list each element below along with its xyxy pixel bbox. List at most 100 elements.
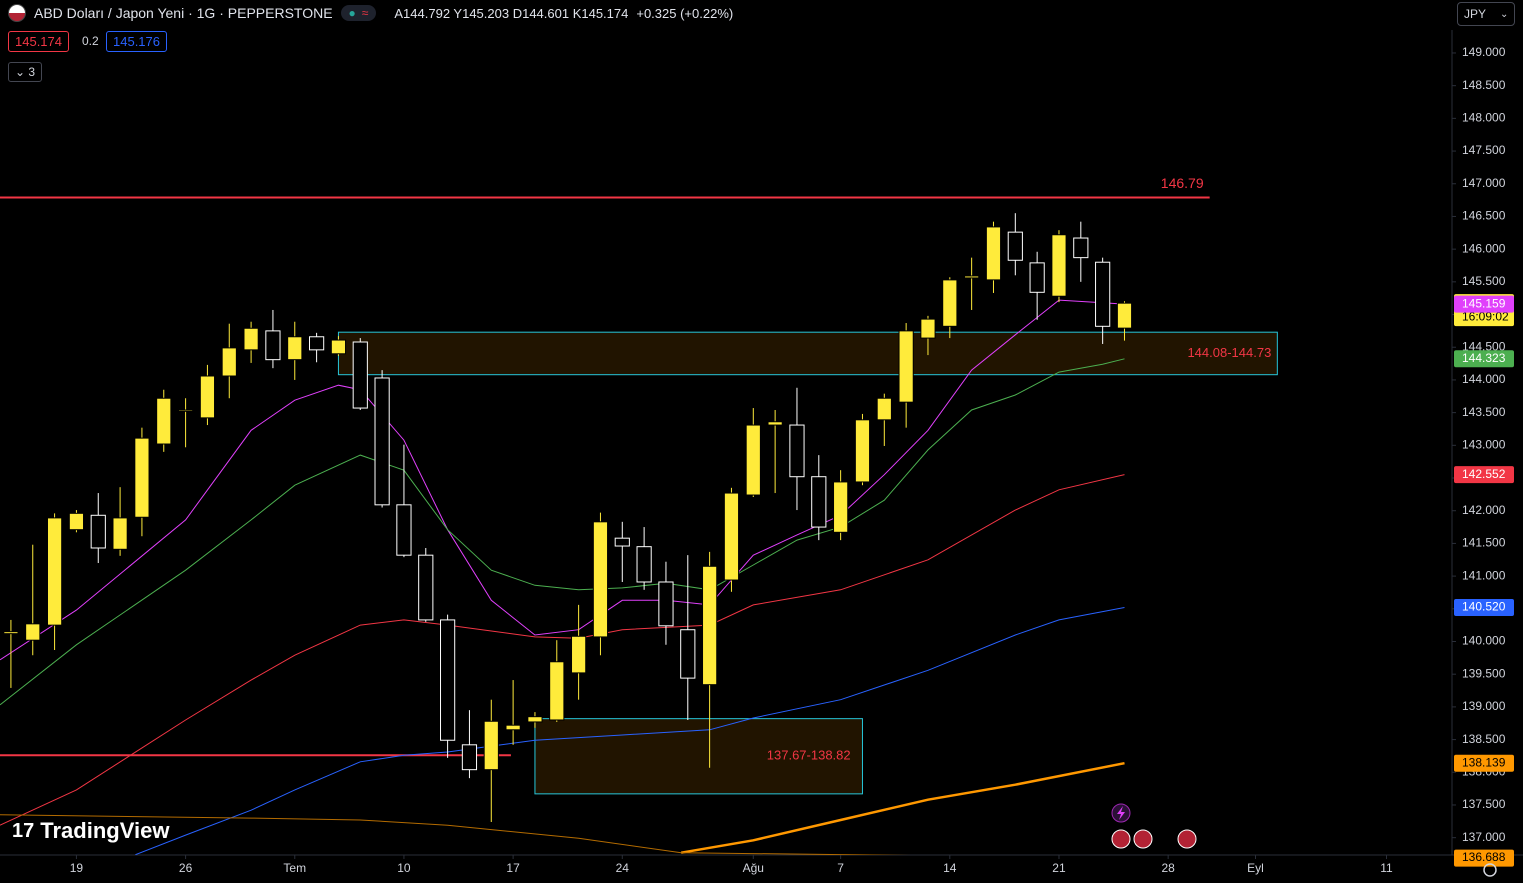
indicator-toggle[interactable]: ⌄ 3 xyxy=(8,62,43,82)
candle-body xyxy=(483,720,499,771)
symbol-flag xyxy=(8,4,26,22)
candle-body xyxy=(920,318,936,339)
x-tick-label: 19 xyxy=(70,861,84,875)
zone-label: 137.67-138.82 xyxy=(767,748,851,763)
candle-body xyxy=(592,521,609,638)
us-flag-icon[interactable] xyxy=(1111,829,1131,849)
candle-body xyxy=(440,619,456,741)
y-tick-label: 144.000 xyxy=(1462,372,1506,386)
y-tick-label: 149.000 xyxy=(1462,45,1506,59)
candle-body xyxy=(177,409,194,412)
y-tick-label: 145.500 xyxy=(1462,274,1506,288)
ohlc-values: A144.792 Y145.203 D144.601 K145.174 xyxy=(394,5,629,21)
x-tick-label: Eyl xyxy=(1247,861,1264,875)
currency-select[interactable]: JPY ⌄ xyxy=(1457,2,1515,26)
candle-body xyxy=(811,476,827,528)
y-tick-label: 139.500 xyxy=(1462,666,1506,680)
zone xyxy=(534,718,863,795)
price-label-text: 142.552 xyxy=(1462,467,1506,481)
x-tick-label: 11 xyxy=(1380,861,1393,875)
candle-body xyxy=(985,226,1002,281)
buy-button[interactable]: 145.176 xyxy=(106,31,167,52)
plot-area: 146.79 144.08-144.73 137.67-138.82 xyxy=(0,175,1278,855)
price-label xyxy=(1454,466,1514,484)
candle-body xyxy=(854,419,871,483)
x-tick-label: 24 xyxy=(616,861,630,875)
candle-body xyxy=(1073,237,1089,259)
y-tick-label: 146.500 xyxy=(1462,209,1506,223)
y-tick-label: 141.000 xyxy=(1462,568,1506,582)
y-tick-label: 148.500 xyxy=(1462,78,1506,92)
candle-body xyxy=(1095,261,1111,327)
price-label-text: 145.159 xyxy=(1462,296,1506,310)
x-tick-label: 14 xyxy=(943,861,957,875)
candle-body xyxy=(527,716,543,723)
price-label-text: 138.139 xyxy=(1462,755,1506,769)
candle-body xyxy=(352,341,368,409)
candle-body xyxy=(112,517,128,550)
price-change: +0.325 (+0.22%) xyxy=(636,5,734,21)
candle-body xyxy=(898,330,914,403)
moving-average xyxy=(680,761,1125,854)
candle-body xyxy=(702,565,718,686)
lightning-icon xyxy=(1117,806,1125,820)
us-flag-icon[interactable] xyxy=(1177,829,1197,849)
candle-body xyxy=(265,330,281,361)
symbol-title[interactable]: ABD Doları / Japon Yeni · 1G · PEPPERSTO… xyxy=(34,5,333,21)
candle-body xyxy=(3,631,19,635)
y-tick-label: 144.500 xyxy=(1462,339,1506,353)
moving-average xyxy=(0,814,912,855)
y-tick-label: 140.000 xyxy=(1462,634,1506,648)
candle-body xyxy=(1029,262,1045,293)
price-label xyxy=(1454,350,1514,368)
currency: JPY xyxy=(1464,7,1487,21)
candle-body xyxy=(287,336,303,361)
y-tick-label: 138.500 xyxy=(1462,732,1506,746)
x-tick-label: 7 xyxy=(837,861,844,875)
candle-body xyxy=(1007,231,1023,261)
x-tick-label: 26 xyxy=(179,861,193,875)
us-flag-icon[interactable] xyxy=(1133,829,1153,849)
y-tick-label: 139.000 xyxy=(1462,699,1506,713)
candle-body xyxy=(134,437,150,518)
candle-body xyxy=(833,481,849,533)
y-tick-label: 142.000 xyxy=(1462,503,1506,517)
candle-body xyxy=(243,327,259,351)
candle-body xyxy=(46,517,63,626)
candle-body xyxy=(745,424,761,496)
y-tick-label: 147.000 xyxy=(1462,176,1506,190)
sell-button[interactable]: 145.174 xyxy=(8,31,69,52)
candle-body xyxy=(396,504,412,556)
candle-body xyxy=(309,336,325,351)
zone xyxy=(337,331,1278,376)
level-label: 146.79 xyxy=(1161,175,1204,191)
candle-body xyxy=(505,724,521,731)
candle-body xyxy=(571,635,587,674)
price-label-text: 140.520 xyxy=(1462,600,1506,614)
candle-body xyxy=(723,492,740,581)
x-tick-label: 10 xyxy=(397,861,411,875)
candle-body xyxy=(68,512,85,531)
x-tick-label: 17 xyxy=(506,861,520,875)
price-label xyxy=(1454,295,1514,313)
header: ABD Doları / Japon Yeni · 1G · PEPPERSTO… xyxy=(8,4,733,22)
candle-body xyxy=(418,554,434,621)
candle-body xyxy=(549,661,565,721)
status-pill[interactable]: ● ≈ xyxy=(340,5,377,21)
moving-average xyxy=(0,474,1125,826)
moving-average xyxy=(135,607,1125,855)
candle-body xyxy=(199,375,216,419)
x-tick-label: 21 xyxy=(1052,861,1066,875)
spread: 0.2 xyxy=(82,34,99,48)
price-label xyxy=(1454,598,1514,616)
settings-icon[interactable] xyxy=(1483,863,1497,877)
y-tick-label: 143.000 xyxy=(1462,437,1506,451)
zone-label: 144.08-144.73 xyxy=(1187,345,1271,360)
logo-text: TradingView xyxy=(40,818,170,843)
moving-average xyxy=(0,299,1125,661)
candle-body xyxy=(789,424,805,478)
candle-body xyxy=(461,744,478,771)
price-label xyxy=(1454,754,1514,772)
x-tick-label: 28 xyxy=(1161,861,1175,875)
